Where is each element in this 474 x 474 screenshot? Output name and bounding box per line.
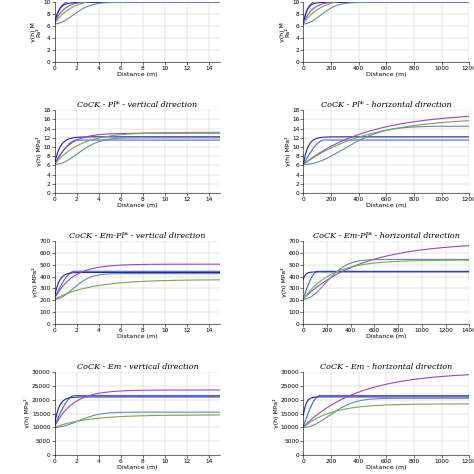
X-axis label: Distance (m): Distance (m) bbox=[366, 73, 407, 77]
Title: CoCK - Pl* - horizontal direction: CoCK - Pl* - horizontal direction bbox=[321, 101, 452, 109]
Y-axis label: γ(h) MPa²: γ(h) MPa² bbox=[273, 399, 279, 428]
X-axis label: Distance (m): Distance (m) bbox=[366, 203, 407, 209]
Title: CoCK - Pl* - vertical direction: CoCK - Pl* - vertical direction bbox=[77, 101, 198, 109]
Y-axis label: γ(h) MPa²: γ(h) MPa² bbox=[285, 137, 291, 166]
Title: CoCK - Em - horizontal direction: CoCK - Em - horizontal direction bbox=[320, 363, 453, 371]
Y-axis label: γ(h) M
Pa²: γ(h) M Pa² bbox=[31, 22, 42, 42]
Y-axis label: γ(h) M
Pa²: γ(h) M Pa² bbox=[280, 22, 291, 42]
X-axis label: Distance (m): Distance (m) bbox=[117, 465, 158, 470]
Title: CoCK - Em-Pl* - vertical direction: CoCK - Em-Pl* - vertical direction bbox=[69, 232, 206, 240]
Y-axis label: γ(h) MPa²: γ(h) MPa² bbox=[281, 268, 287, 297]
Y-axis label: γ(h) MPa²: γ(h) MPa² bbox=[36, 137, 42, 166]
X-axis label: Distance (m): Distance (m) bbox=[366, 334, 407, 339]
Y-axis label: γ(h) MPa²: γ(h) MPa² bbox=[25, 399, 30, 428]
Title: CoCK - Em-Pl* - horizontal direction: CoCK - Em-Pl* - horizontal direction bbox=[313, 232, 460, 240]
X-axis label: Distance (m): Distance (m) bbox=[366, 465, 407, 470]
Y-axis label: γ(h) MPa²: γ(h) MPa² bbox=[32, 268, 38, 297]
X-axis label: Distance (m): Distance (m) bbox=[117, 334, 158, 339]
X-axis label: Distance (m): Distance (m) bbox=[117, 203, 158, 209]
X-axis label: Distance (m): Distance (m) bbox=[117, 73, 158, 77]
Title: CoCK - Em - vertical direction: CoCK - Em - vertical direction bbox=[77, 363, 198, 371]
